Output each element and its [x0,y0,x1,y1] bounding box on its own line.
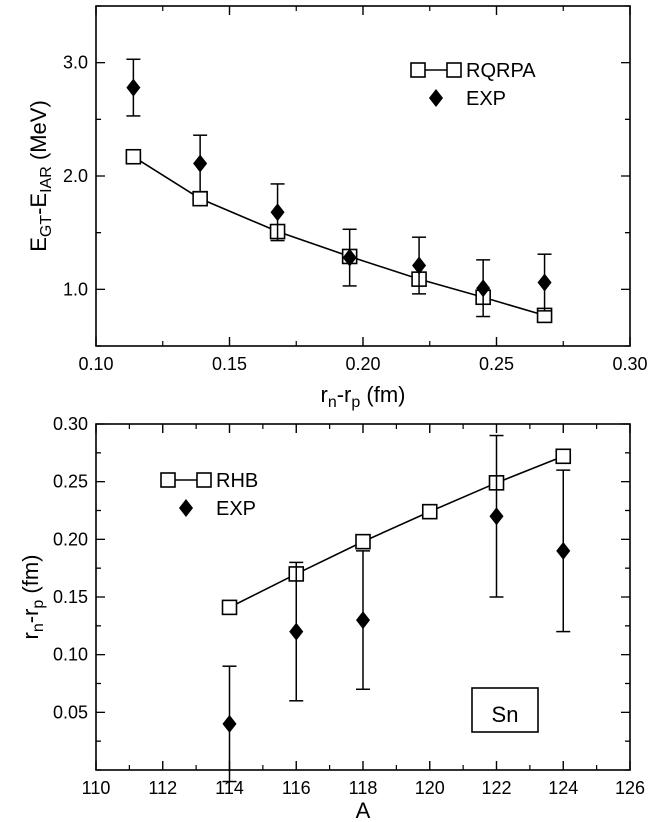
y-tick-label: 0.10 [53,645,88,665]
y-tick-label: 1.0 [63,279,88,299]
legend-label: EXP [466,88,506,110]
axis-title-part: E [26,237,51,252]
y-tick-label: 0.05 [53,702,88,722]
legend-marker-square [196,472,212,488]
axis-title-part: r [18,632,43,639]
annotation-box [471,687,539,733]
legend: RHB EXP [160,470,258,520]
data-point-square [192,190,208,207]
plot-frame [95,5,631,347]
legend-label: EXP [216,498,256,520]
data-point-diamond [342,248,357,267]
axis-title-part: p [351,394,360,411]
axis-title-part: (fm) [18,555,43,600]
legend-marker-diamond [178,499,194,517]
x-tick-label: 118 [349,778,378,798]
legend-marker-square [446,62,462,78]
annotation-text: Sn [492,702,519,727]
data-point-square [221,599,238,616]
x-tick-label: 0.20 [345,354,380,374]
x-axis-title: rn-rp (fm) [321,382,406,411]
y-axis-title: rn-rp (fm) [18,555,47,640]
data-point-diamond [489,507,504,526]
data-point-diamond [412,256,427,275]
x-axis-title: A [356,798,371,822]
data-point-diamond [222,714,237,733]
data-point-diamond [476,279,491,298]
axis-title-part: GT [38,215,55,237]
legend-marker-square [410,62,426,78]
x-tick-label: 126 [615,778,645,798]
data-point-diamond [126,78,141,97]
x-tick-label: 0.25 [479,354,514,374]
legend-label: RQRPA [466,60,536,82]
y-tick-label: 2.0 [63,166,88,186]
x-tick-label: 0.10 [78,354,113,374]
legend-marker-square [160,472,176,488]
legend: RQRPA EXP [410,60,536,110]
series-line [229,455,564,609]
data-point-diamond [193,154,208,173]
legend-marker-diamond [428,89,444,107]
data-point-square [555,448,572,465]
y-tick-label: 3.0 [63,53,88,73]
axis-title-part: -E [26,193,51,215]
x-tick-label: 110 [82,778,111,798]
data-point-diamond [289,622,304,641]
axis-title-part: -r [337,382,352,407]
data-point-diamond [556,541,571,560]
y-tick-label: 0.25 [53,472,88,492]
x-tick-label: 120 [415,778,445,798]
series-rhb [221,448,572,616]
x-tick-label: 0.15 [212,354,247,374]
axis-title-part: r [321,382,328,407]
data-point-square [355,533,371,550]
data-point-diamond [537,273,552,292]
axis-title-part: p [30,600,47,609]
axis-title-part: IAR [38,166,55,193]
axis-title-part: A [356,798,371,822]
x-tick-label: 116 [282,778,311,798]
legend-label: RHB [216,470,258,492]
data-point-diamond [270,203,285,222]
y-tick-label: 0.20 [53,529,88,549]
data-point-square [125,148,142,165]
y-tick-label: 0.30 [53,414,88,434]
y-tick-label: 0.15 [53,587,88,607]
axis-title-part: n [328,394,337,411]
axis-title-part: n [30,623,47,632]
x-tick-label: 122 [481,778,511,798]
axis-title-part: -r [18,609,43,624]
x-tick-label: 0.30 [612,354,647,374]
x-tick-label: 114 [215,778,244,798]
data-point-diamond [355,611,371,630]
series-rqrpa [125,148,553,324]
data-point-square [421,503,438,520]
y-axis-title: EGT-EIAR (MeV) [26,100,55,252]
axis-title-part: (MeV) [26,100,51,166]
series-exp [126,58,552,318]
x-tick-label: 112 [148,778,177,798]
series-exp [222,434,571,783]
panel-skin-vs-mass: 110 112 114 116 118 120 122 124 126 0.05 0.10 0.15 0… [18,414,645,822]
x-tick-label: 124 [548,778,578,798]
axis-title-part: (fm) [360,382,405,407]
panel-gt-iar-vs-skin: 0.10 0.15 0.20 0.25 0.30 1.0 2.0 3.0 rn-rp (fm) E… [26,5,648,411]
